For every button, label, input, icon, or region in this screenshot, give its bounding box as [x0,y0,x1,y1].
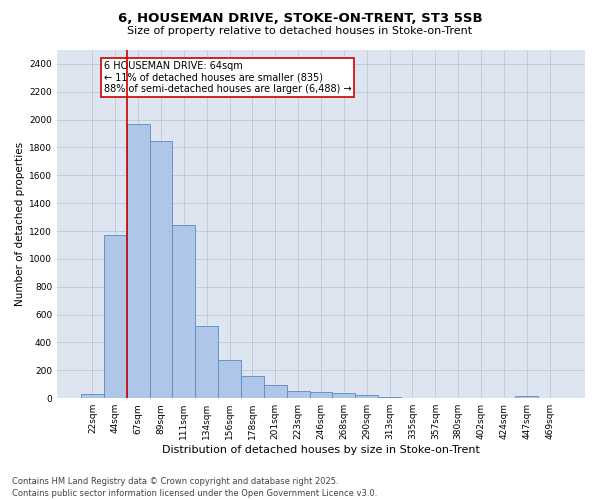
Text: Size of property relative to detached houses in Stoke-on-Trent: Size of property relative to detached ho… [127,26,473,36]
Y-axis label: Number of detached properties: Number of detached properties [15,142,25,306]
Bar [355,396,378,398]
Bar [196,326,218,398]
X-axis label: Distribution of detached houses by size in Stoke-on-Trent: Distribution of detached houses by size … [162,445,480,455]
Bar [218,360,241,398]
Bar [127,124,149,398]
Bar [264,385,287,398]
Bar [310,392,332,398]
Bar [149,140,172,398]
Bar [287,391,310,398]
Bar [172,226,196,398]
Text: 6, HOUSEMAN DRIVE, STOKE-ON-TRENT, ST3 5SB: 6, HOUSEMAN DRIVE, STOKE-ON-TRENT, ST3 5… [118,12,482,26]
Bar [81,394,104,398]
Bar [241,376,264,398]
Bar [332,394,355,398]
Bar [515,396,538,398]
Text: 6 HOUSEMAN DRIVE: 64sqm
← 11% of detached houses are smaller (835)
88% of semi-d: 6 HOUSEMAN DRIVE: 64sqm ← 11% of detache… [104,61,352,94]
Bar [378,397,401,398]
Bar [104,234,127,398]
Text: Contains HM Land Registry data © Crown copyright and database right 2025.
Contai: Contains HM Land Registry data © Crown c… [12,476,377,498]
